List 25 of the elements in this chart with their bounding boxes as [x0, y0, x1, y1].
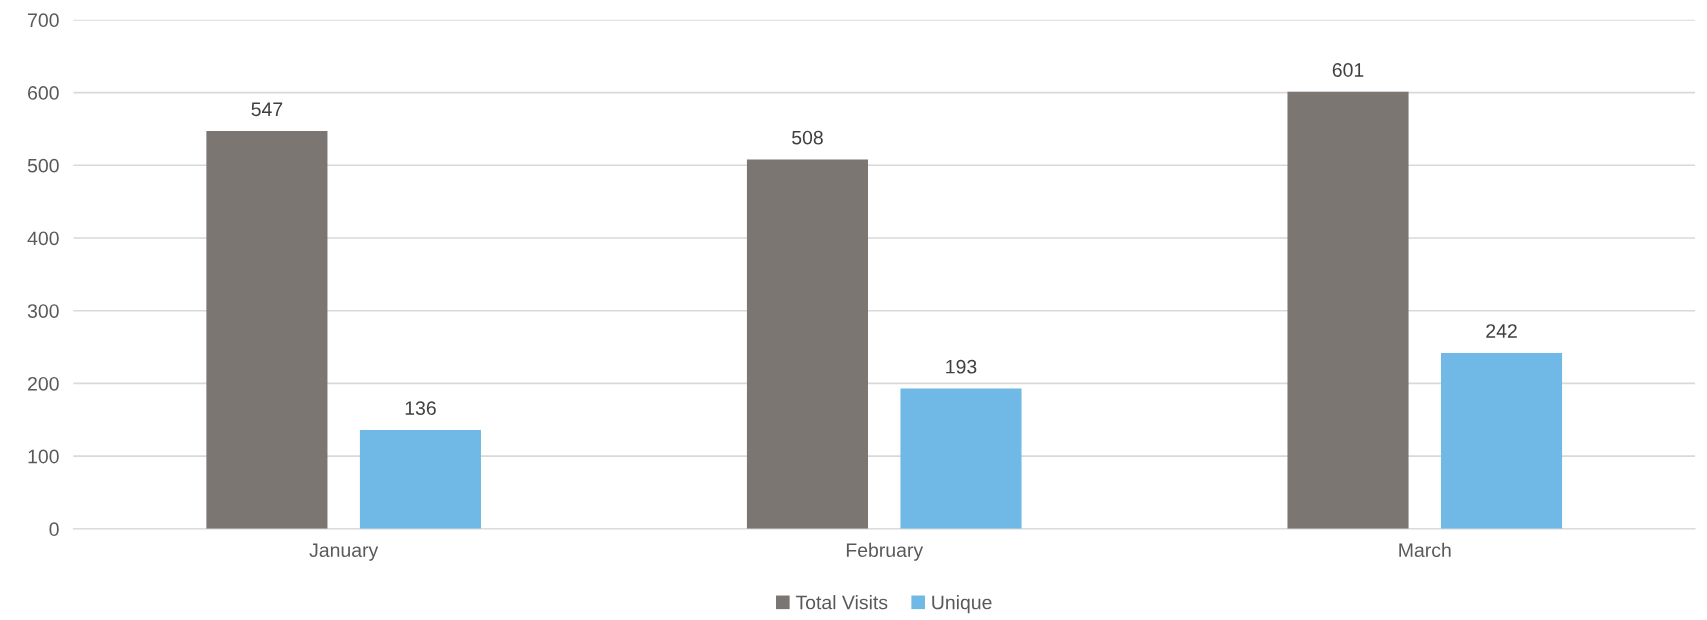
- bar: [359, 429, 481, 529]
- y-tick-label: 0: [49, 522, 59, 537]
- data-label: 193: [946, 359, 977, 374]
- x-tick-label: February: [846, 542, 924, 561]
- legend-label: Total Visits: [795, 595, 888, 610]
- x-tick-label: March: [1399, 542, 1451, 558]
- bar: [1440, 352, 1563, 529]
- y-tick-label: 600: [28, 86, 59, 100]
- bar: [1287, 91, 1409, 529]
- x-tick-label: January: [309, 543, 379, 561]
- y-tick-label: 400: [27, 231, 59, 246]
- data-label: 242: [1486, 324, 1517, 338]
- y-tick-label: 300: [27, 304, 59, 318]
- legend-label: Unique: [932, 595, 992, 614]
- y-tick-label: 500: [27, 158, 59, 173]
- y-tick-label: 700: [28, 13, 59, 28]
- bar: [206, 131, 328, 529]
- y-tick-label: 200: [28, 376, 59, 391]
- data-label: 136: [405, 401, 436, 416]
- bar: [746, 159, 869, 529]
- data-label: 508: [792, 130, 823, 145]
- data-label: 601: [1332, 63, 1364, 77]
- bar: [900, 388, 1022, 529]
- y-tick-label: 100: [28, 449, 59, 464]
- data-label: 547: [251, 102, 283, 117]
